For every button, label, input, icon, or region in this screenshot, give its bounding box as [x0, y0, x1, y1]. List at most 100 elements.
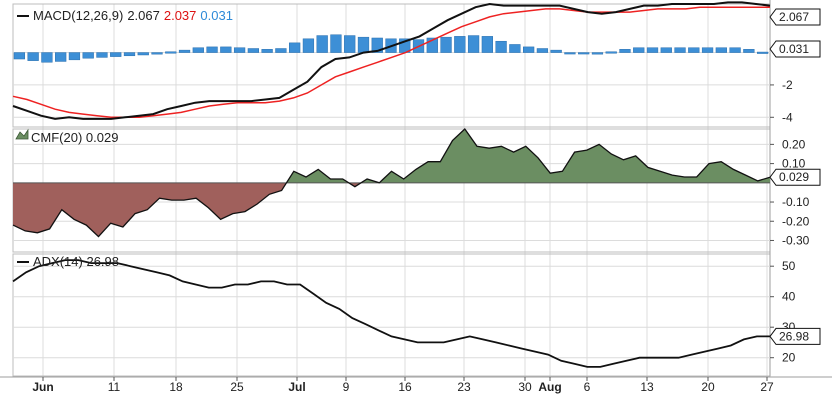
macd-histogram-bar: [715, 47, 727, 53]
macd-histogram-bar: [633, 47, 645, 53]
cmf-legend-text: CMF(20) 0.029: [31, 130, 118, 145]
macd-histogram-bar: [206, 46, 218, 53]
macd-histogram-bar: [165, 51, 177, 54]
macd-histogram-bar: [371, 37, 383, 53]
macd-histogram-bar: [454, 36, 466, 53]
macd-hist-value-tag: 0.031: [779, 42, 809, 56]
y-tick-label: 0.20: [782, 137, 806, 151]
macd-histogram-bar: [13, 52, 26, 60]
y-tick-label: -0.10: [782, 195, 810, 209]
y-tick-label: -4: [782, 110, 793, 124]
macd-histogram-bar: [357, 36, 370, 53]
cmf-panel: [12, 128, 771, 238]
x-tick-label: 30: [518, 380, 532, 394]
macd-histogram-bar: [550, 49, 562, 53]
macd-histogram-bar: [660, 47, 672, 53]
x-tick-label: 13: [640, 380, 654, 394]
x-tick-label: Aug: [538, 380, 561, 394]
cmf-positive-area: [286, 129, 770, 183]
x-tick-label: 27: [760, 380, 774, 394]
macd-histogram-bar: [302, 38, 315, 53]
macd-histogram-bar: [495, 40, 507, 53]
macd-histogram-bar: [261, 49, 273, 53]
macd-histogram-bar: [688, 47, 700, 53]
macd-legend-text: MACD(12,26,9) 2.067 2.037 0.031: [33, 8, 233, 23]
macd-line: [12, 1, 771, 120]
macd-hist-value-tag-box: [769, 40, 821, 58]
adx-legend-text: ADX(14) 26.98: [33, 254, 119, 269]
x-tick-label: 11: [108, 380, 121, 394]
macd-histogram-bar: [729, 47, 741, 53]
x-tick-label: 20: [701, 380, 715, 394]
macd-histogram-bar: [27, 52, 39, 61]
macd-histogram-bar: [41, 52, 53, 63]
macd-histogram-bar: [137, 52, 149, 56]
macd-histogram-bar: [523, 46, 535, 53]
macd-value-tag-box: [769, 8, 821, 26]
cmf-value-tag: 0.029: [779, 170, 809, 184]
macd-histogram-bar: [591, 52, 604, 55]
macd-histogram-bar: [289, 42, 301, 53]
y-tick-label: -2: [782, 78, 793, 92]
y-tick-label: -0.20: [782, 214, 810, 228]
y-tick-label: 40: [782, 290, 796, 304]
adx-line: [12, 259, 770, 368]
macd-signal-line: [12, 6, 770, 119]
macd-histogram-bar: [344, 35, 356, 53]
macd-histogram-bar: [646, 47, 659, 53]
macd-histogram-bar: [110, 52, 122, 57]
macd-histogram-bar: [481, 36, 493, 53]
macd-histogram-bar: [743, 49, 755, 53]
y-tick-label: 0.10: [782, 157, 806, 171]
x-tick-label: 18: [169, 380, 183, 394]
macd-histogram-bar: [578, 52, 590, 55]
adx-value-tag: 26.98: [779, 329, 809, 343]
cmf-legend-icon: [15, 128, 29, 140]
x-tick-label: 25: [230, 380, 244, 394]
macd-histogram-bar: [55, 52, 67, 62]
macd-histogram-bar: [509, 44, 521, 53]
macd-histogram-bar: [467, 35, 480, 53]
x-tick-label: 16: [398, 380, 412, 394]
macd-histogram-bar: [564, 52, 576, 55]
macd-histogram-bar: [96, 52, 108, 58]
grid-layer: [0, 0, 832, 378]
macd-histogram-bar: [233, 47, 246, 53]
macd-histogram-bar: [68, 52, 81, 61]
x-tick-label: 23: [457, 380, 471, 394]
adx-panel: [12, 259, 770, 368]
macd-legend-hist: 0.031: [200, 8, 233, 23]
macd-histogram-bar: [316, 35, 328, 53]
macd-legend-macd: 2.067: [127, 8, 160, 23]
macd-histogram-bar: [192, 47, 204, 53]
adx-legend: ADX(14) 26.98: [17, 254, 119, 269]
macd-histogram-bar: [756, 51, 769, 54]
macd-histogram-bar: [674, 47, 686, 53]
x-tick-label: 9: [343, 380, 350, 394]
x-tick-label: Jul: [288, 380, 305, 394]
macd-histogram-bar: [619, 49, 631, 53]
macd-histogram-bar: [701, 47, 714, 53]
macd-value-tag: 2.067: [779, 10, 809, 24]
x-tick-label: 6: [584, 380, 591, 394]
axis-layer: -2 -4 0.20 0.10 -0.10 -0.20 -0.30 50 40 30 20 2.067…: [32, 8, 821, 394]
macd-histogram-bar: [82, 52, 94, 59]
macd-histogram-bar: [247, 48, 259, 53]
macd-histogram-bar: [123, 52, 136, 57]
x-tick-label: Jun: [32, 380, 53, 394]
macd-histogram-bar: [275, 48, 287, 53]
macd-histogram-bar: [426, 37, 438, 53]
adx-value-tag-box: [769, 327, 821, 345]
y-tick-label: 20: [782, 351, 796, 365]
macd-legend: MACD(12,26,9) 2.067 2.037 0.031: [17, 8, 233, 23]
macd-histogram-bar: [440, 36, 452, 53]
cmf-negative-area: [13, 182, 361, 237]
macd-panel: [12, 1, 771, 120]
macd-histogram-bar: [220, 46, 232, 53]
cmf-line: [12, 128, 771, 238]
cmf-legend: CMF(20) 0.029: [15, 128, 118, 145]
macd-legend-prefix: MACD(12,26,9): [33, 8, 123, 23]
cmf-value-tag-box: [769, 168, 821, 186]
